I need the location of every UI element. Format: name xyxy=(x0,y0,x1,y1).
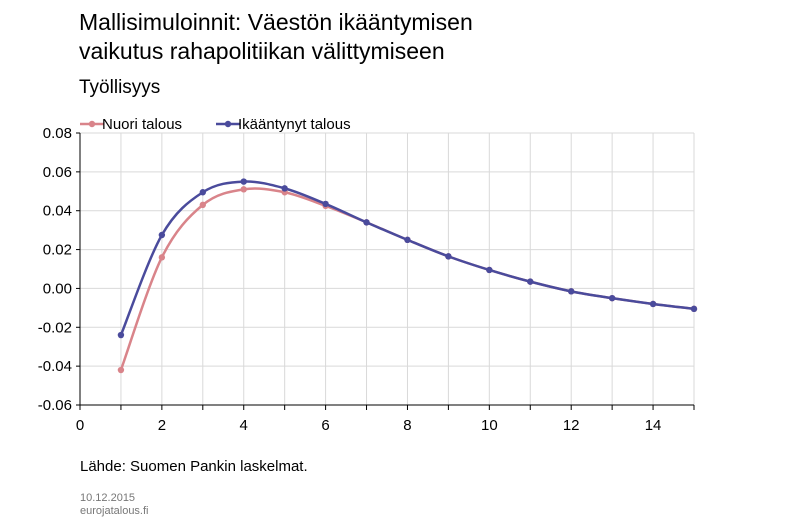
x-tick-label: 10 xyxy=(481,417,498,434)
x-tick-label: 6 xyxy=(321,417,329,434)
chart-axes xyxy=(76,132,695,410)
y-tick-label: 0.08 xyxy=(43,125,72,142)
legend-label: Nuori talous xyxy=(102,116,182,133)
data-point xyxy=(158,231,166,239)
chart-title-line-1: Mallisimuloinnit: Väestön ikääntymisen xyxy=(79,9,473,35)
x-tick-label: 2 xyxy=(158,417,166,434)
y-tick-label: -0.04 xyxy=(38,358,72,375)
data-point xyxy=(486,266,493,274)
data-point xyxy=(690,305,698,313)
chart-title-line-2: vaikutus rahapolitiikan välittymiseen xyxy=(79,38,445,64)
y-tick-label: -0.02 xyxy=(38,319,72,336)
data-point xyxy=(322,200,329,208)
data-point xyxy=(649,300,657,308)
y-tick-label: 0.04 xyxy=(43,203,72,220)
y-tick-label: 0.00 xyxy=(43,280,72,297)
data-point xyxy=(199,201,206,209)
x-tick-label: 8 xyxy=(403,417,411,434)
data-point xyxy=(568,288,575,295)
publish-date: 10.12.2015 xyxy=(80,492,136,504)
data-point xyxy=(117,366,125,374)
y-tick-label: 0.06 xyxy=(43,164,72,181)
x-tick-label: 12 xyxy=(563,417,580,434)
x-tick-label: 0 xyxy=(76,417,84,434)
x-tick-label: 14 xyxy=(645,417,662,434)
site-credit: eurojatalous.fi xyxy=(80,505,149,517)
series-ikaantynyt-talous xyxy=(117,178,698,339)
data-point xyxy=(608,294,616,302)
chart-grid xyxy=(80,132,695,406)
data-point xyxy=(199,189,206,196)
data-point xyxy=(240,178,247,185)
legend-swatch-marker xyxy=(224,120,232,128)
y-tick-label: -0.06 xyxy=(38,397,72,414)
source-note: Lähde: Suomen Pankin laskelmat. xyxy=(80,458,308,475)
legend-swatch-marker xyxy=(88,120,96,128)
data-point xyxy=(240,186,247,193)
legend-item: Nuori talous xyxy=(80,116,182,133)
data-point xyxy=(158,254,166,261)
data-point xyxy=(117,331,125,339)
chart-tick-labels: -0.06 -0.04 -0.02 0.00 0.02 0.04 0.06 0.08 0 2 4 6 8… xyxy=(38,125,662,434)
data-point xyxy=(281,185,288,192)
chart-title: Mallisimuloinnit: Väestön ikääntymisen v… xyxy=(79,8,719,66)
data-point xyxy=(363,219,370,226)
data-point xyxy=(445,253,452,260)
chart-legend: Nuori talous Ikääntynyt talous xyxy=(80,116,351,133)
data-point xyxy=(527,278,534,285)
chart-series xyxy=(117,178,698,374)
legend-item: Ikääntynyt talous xyxy=(216,116,351,133)
chart-subtitle: Työllisyys xyxy=(79,77,161,98)
x-tick-label: 4 xyxy=(240,417,248,434)
y-tick-label: 0.02 xyxy=(43,242,72,259)
data-point xyxy=(404,236,411,244)
legend-label: Ikääntynyt talous xyxy=(238,116,351,133)
